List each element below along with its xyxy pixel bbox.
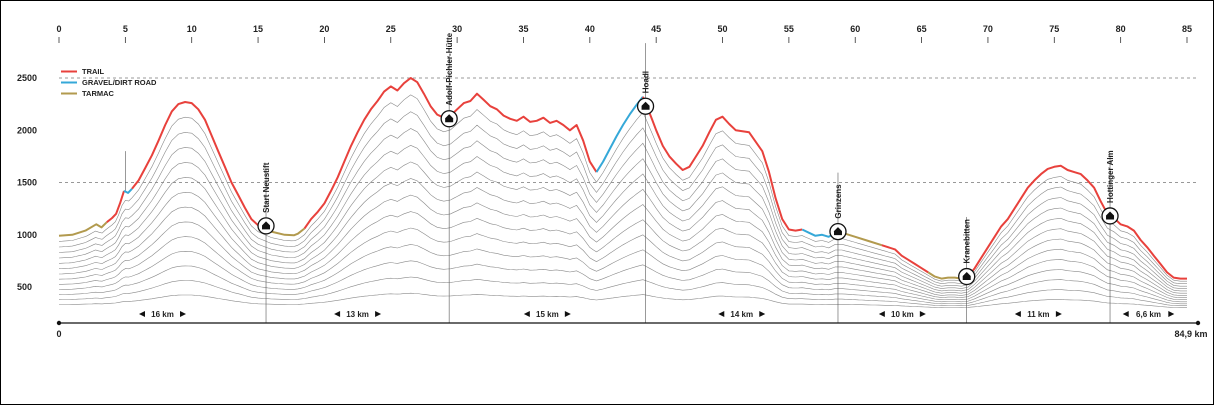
segment-label-6: 6,6 km (1136, 310, 1161, 319)
segment-arrow-right-3 (759, 311, 766, 317)
profile-segment-trail-12 (967, 164, 1187, 280)
y-tick-label-500: 500 (17, 282, 32, 292)
x-tick-label-85: 85 (1182, 24, 1192, 34)
segment-arrow-right-5 (1055, 311, 1062, 317)
y-gridlines (59, 77, 1198, 183)
contour-line-4 (58, 144, 1187, 289)
contour-line-12 (58, 276, 1187, 307)
segment-arrow-right-2 (564, 311, 571, 317)
hut-label-2: Hoadl (642, 71, 651, 93)
segment-label-2: 15 km (536, 310, 559, 319)
house-icon (962, 272, 971, 281)
x-tick-label-60: 60 (850, 24, 860, 34)
contour-line-9 (58, 227, 1187, 301)
contour-line-5 (58, 161, 1187, 292)
profile-segment-tarmac-0 (58, 221, 108, 237)
x-axis-ticks: 0 5 10 15 20 25 30 35 40 45 50 55 60 65 70 75 80 85 (56, 24, 1192, 43)
x-tick-label-65: 65 (917, 24, 927, 34)
profile-segment-gravel-6 (595, 96, 644, 173)
house-icon (262, 221, 271, 230)
x-tick-label-75: 75 (1049, 24, 1059, 34)
segment-label-0: 16 km (151, 310, 174, 319)
contour-line-13 (59, 292, 1187, 308)
segment-arrow-right-0 (180, 311, 187, 317)
house-icon (1106, 211, 1115, 220)
hut-label-0: Start Neustift (262, 162, 271, 213)
segment-arrow-left-6 (1122, 311, 1129, 317)
baseline-end-label: 84,9 km (1174, 329, 1207, 339)
x-tick-label-35: 35 (518, 24, 528, 34)
house-icon (833, 227, 842, 236)
hut-label-5: Hottinger Alm (1106, 150, 1115, 203)
legend: TRAIL GRAVEL/DIRT ROAD TARMAC (61, 67, 157, 98)
profile-segment-trail-7 (641, 96, 803, 232)
segment-label-3: 14 km (730, 310, 753, 319)
x-tick-label-15: 15 (253, 24, 263, 34)
x-tick-label-50: 50 (718, 24, 728, 34)
x-tick-label-45: 45 (651, 24, 661, 34)
segment-arrow-left-3 (718, 311, 725, 317)
contour-line-7 (58, 194, 1187, 296)
contour-line-3 (58, 128, 1187, 287)
legend-label-0: TRAIL (82, 67, 104, 76)
house-icon (641, 101, 650, 110)
house-icon (445, 114, 454, 123)
legend-label-2: TARMAC (82, 89, 115, 98)
x-tick-label-20: 20 (319, 24, 329, 34)
segment-distance-labels: 16 km 13 km 15 km 14 km 10 km 11 km 6,6 km (139, 310, 1175, 319)
x-tick-label-80: 80 (1116, 24, 1126, 34)
contour-line-2 (58, 111, 1187, 285)
hut-label-3: Grinzens (834, 184, 843, 219)
segment-arrow-left-2 (523, 311, 530, 317)
profile-segment-gravel-2 (123, 188, 133, 194)
x-tick-label-0: 0 (56, 24, 61, 34)
segment-arrow-left-0 (139, 311, 146, 317)
baseline-end-dot (1195, 320, 1201, 326)
x-tick-label-5: 5 (123, 24, 128, 34)
segment-arrow-right-4 (919, 311, 926, 317)
y-tick-label-2000: 2000 (17, 125, 37, 135)
y-axis-ticks: 500 1000 1500 2000 2500 (17, 73, 37, 292)
legend-label-1: GRAVEL/DIRT ROAD (82, 78, 157, 87)
hut-label-4: Kranebitten (963, 219, 972, 264)
segment-arrow-right-1 (375, 311, 382, 317)
profile-segment-trail-3 (131, 101, 259, 227)
segment-arrow-left-4 (878, 311, 885, 317)
profile-segment-tarmac-9 (841, 231, 883, 247)
contour-line-1 (58, 94, 1187, 282)
x-tick-label-55: 55 (784, 24, 794, 34)
contour-line-6 (58, 178, 1187, 294)
baseline-start-dot (56, 320, 62, 326)
hut-markers: Start Neustift Adolf-Pichler-Hütte Hoadl Gr… (257, 32, 1119, 286)
stage-marker-lines (125, 43, 1111, 323)
segment-arrow-right-6 (1168, 311, 1175, 317)
distance-baseline: 0 84,9 km (56, 320, 1208, 339)
profile-segment-trail-10 (881, 244, 929, 274)
elevation-profile-line (58, 77, 1187, 280)
segment-label-1: 13 km (346, 310, 369, 319)
x-tick-label-30: 30 (452, 24, 462, 34)
y-tick-label-1500: 1500 (17, 178, 37, 188)
contour-line-8 (58, 211, 1187, 298)
segment-arrow-left-1 (334, 311, 341, 317)
segment-label-5: 11 km (1027, 310, 1049, 319)
x-tick-label-10: 10 (187, 24, 197, 34)
segment-label-4: 10 km (891, 310, 914, 319)
segment-arrow-left-5 (1014, 311, 1021, 317)
contour-line-10 (58, 244, 1187, 303)
x-tick-label-40: 40 (585, 24, 595, 34)
x-tick-label-25: 25 (386, 24, 396, 34)
baseline-start-label: 0 (56, 329, 61, 339)
profile-segment-trail-1 (106, 190, 125, 223)
contour-line-11 (58, 260, 1187, 305)
y-tick-label-1000: 1000 (17, 230, 37, 240)
y-tick-label-2500: 2500 (17, 73, 37, 83)
hut-label-1: Adolf-Pichler-Hütte (445, 32, 454, 105)
x-tick-label-70: 70 (983, 24, 993, 34)
contour-lines (58, 94, 1187, 308)
